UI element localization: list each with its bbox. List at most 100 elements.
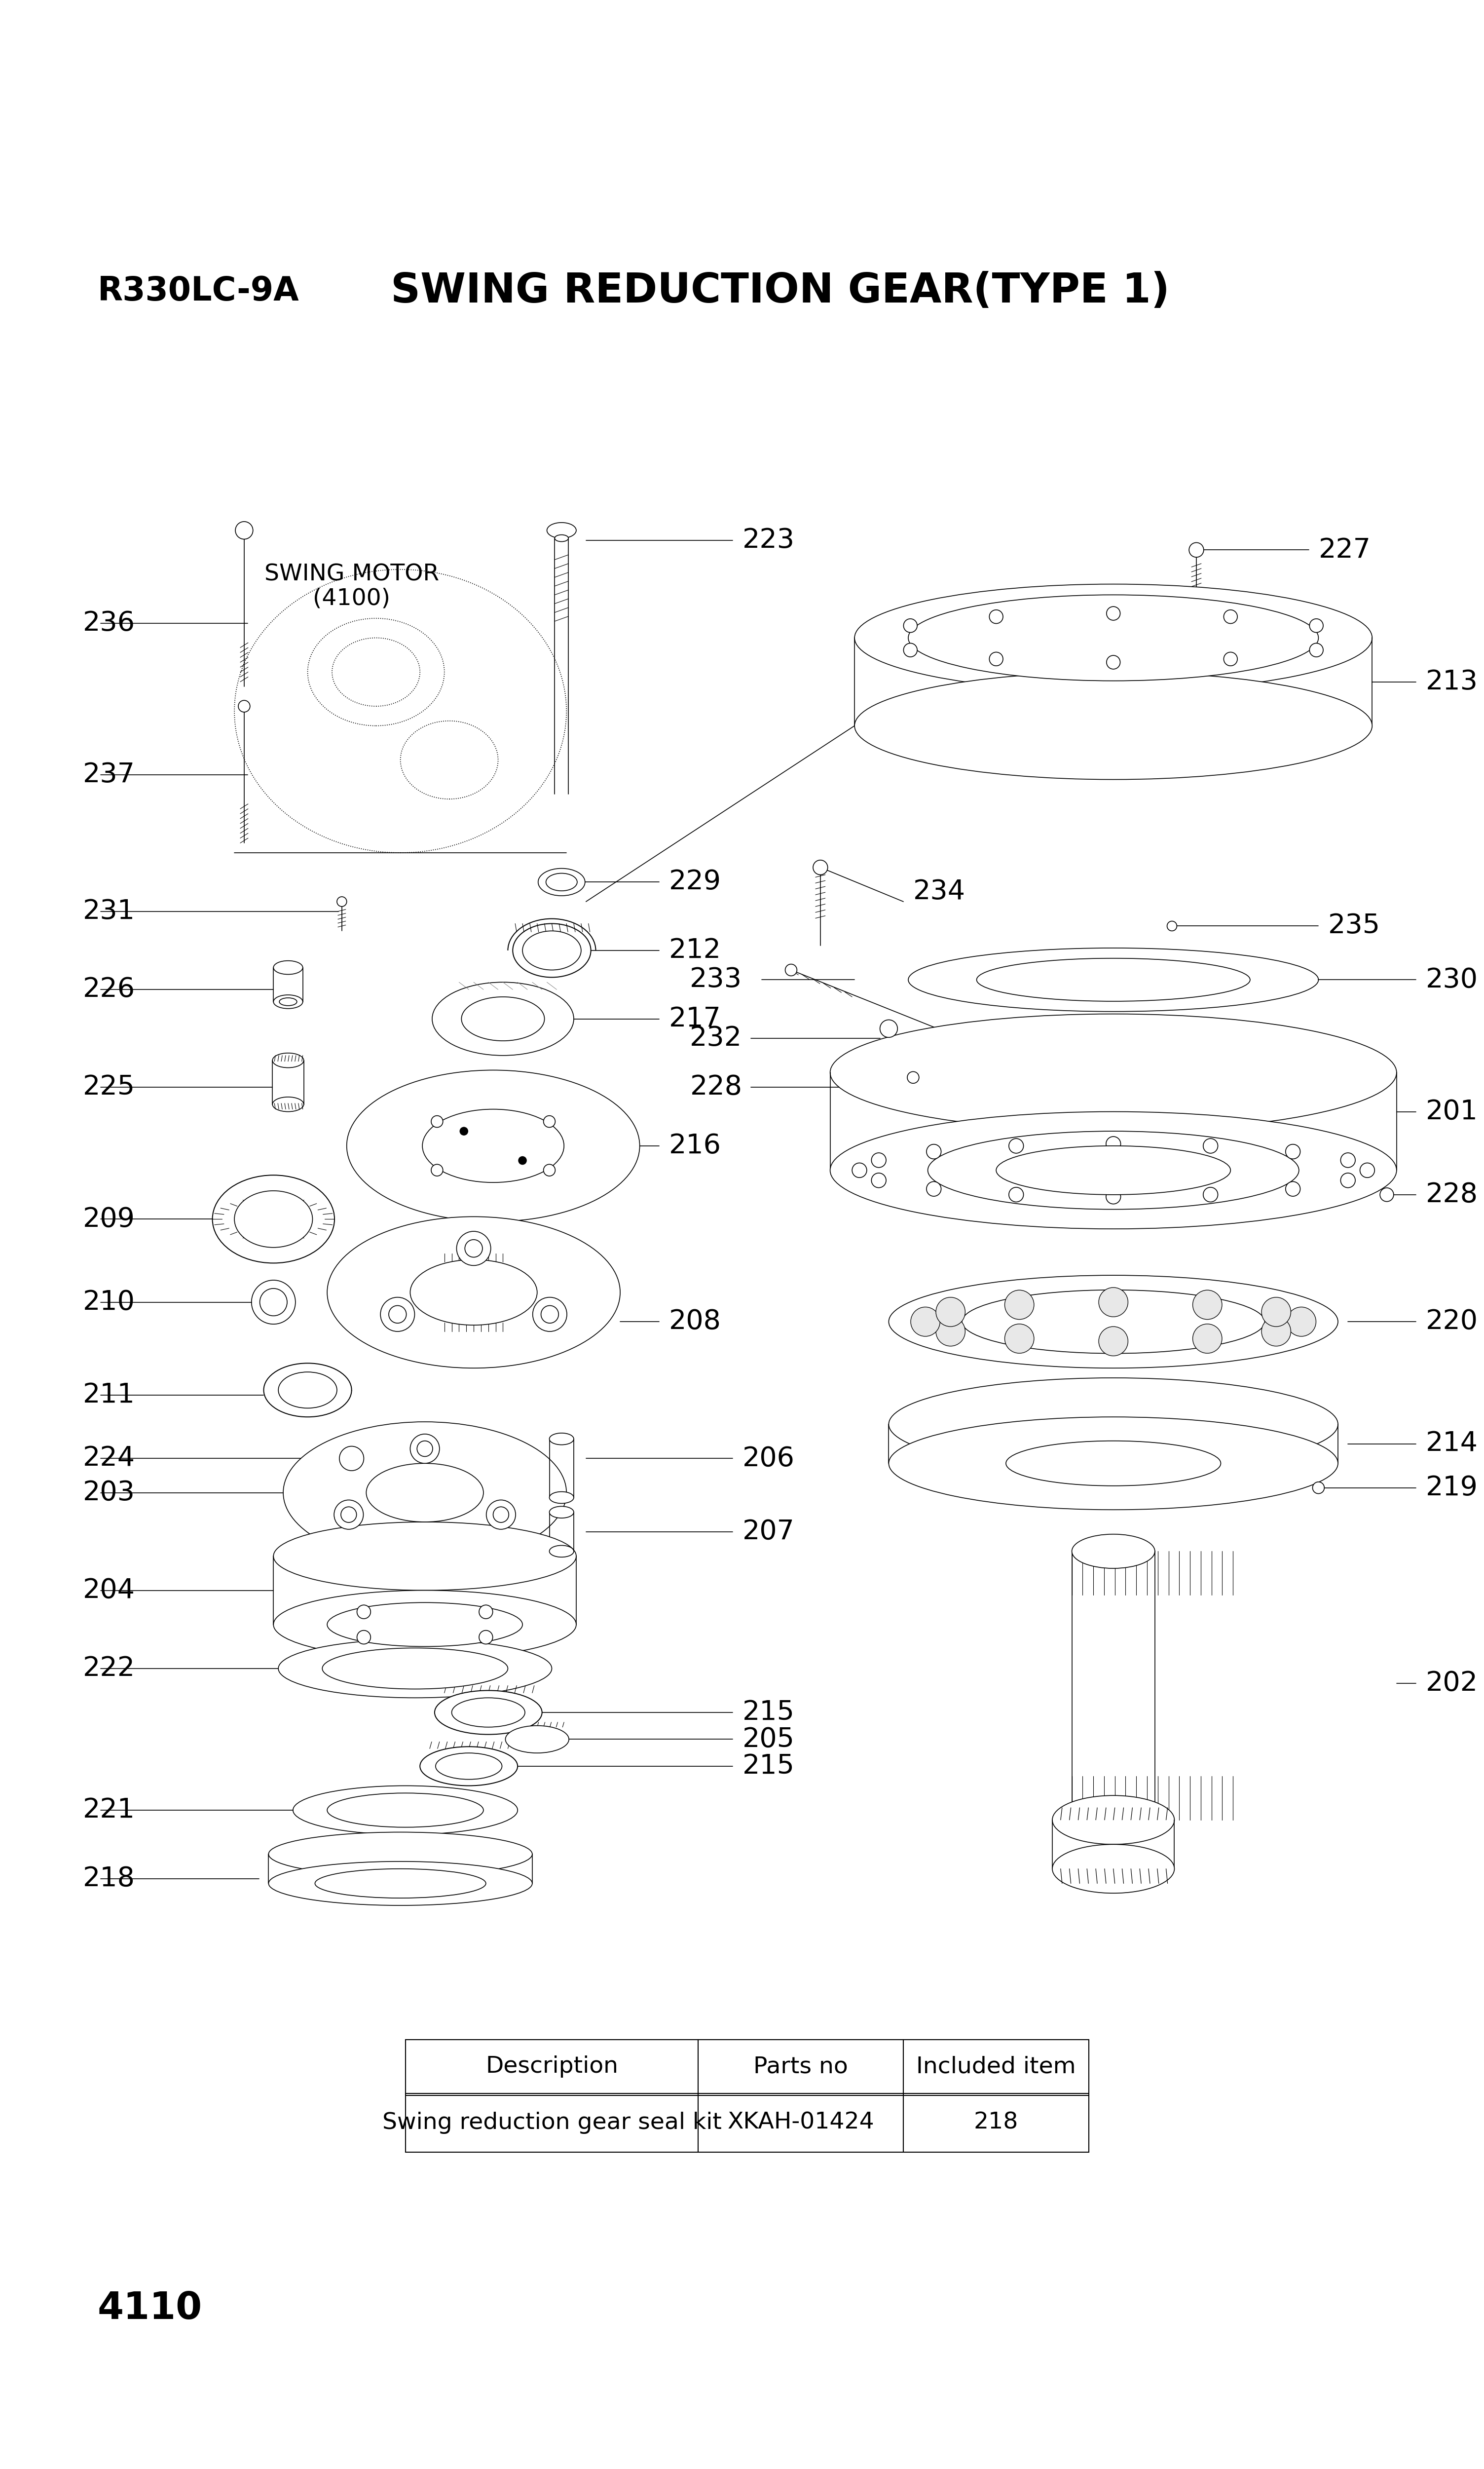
Text: Included item: Included item — [916, 2057, 1076, 2079]
Circle shape — [487, 1501, 515, 1528]
Ellipse shape — [423, 1109, 564, 1183]
Circle shape — [1098, 1286, 1128, 1316]
Ellipse shape — [273, 1521, 576, 1590]
Circle shape — [852, 1163, 867, 1178]
Circle shape — [479, 1605, 493, 1620]
Circle shape — [358, 1630, 371, 1644]
Circle shape — [1166, 921, 1177, 931]
Ellipse shape — [555, 536, 568, 541]
Circle shape — [1107, 654, 1120, 669]
Ellipse shape — [549, 1491, 574, 1504]
Ellipse shape — [283, 1422, 567, 1563]
Text: 220: 220 — [1426, 1309, 1478, 1336]
Circle shape — [1287, 1306, 1316, 1336]
Ellipse shape — [279, 1373, 337, 1407]
Text: XKAH-01424: XKAH-01424 — [727, 2111, 874, 2133]
Text: 218: 218 — [83, 1864, 135, 1891]
Circle shape — [533, 1296, 567, 1331]
Ellipse shape — [962, 1289, 1264, 1353]
Circle shape — [785, 963, 797, 975]
Text: 221: 221 — [83, 1797, 135, 1825]
Circle shape — [1285, 1183, 1300, 1197]
Circle shape — [334, 1501, 364, 1528]
Ellipse shape — [234, 1190, 313, 1247]
Ellipse shape — [326, 1602, 522, 1647]
Ellipse shape — [522, 931, 582, 970]
Text: 233: 233 — [690, 965, 742, 993]
Ellipse shape — [279, 997, 297, 1005]
Ellipse shape — [315, 1869, 485, 1899]
Circle shape — [1193, 1291, 1221, 1318]
Circle shape — [464, 1239, 482, 1257]
Circle shape — [1224, 610, 1238, 625]
Ellipse shape — [1052, 1795, 1174, 1844]
Bar — [405, 2039, 1089, 2153]
Circle shape — [907, 1072, 919, 1084]
Text: 234: 234 — [913, 879, 966, 906]
Text: SWING REDUCTION GEAR(TYPE 1): SWING REDUCTION GEAR(TYPE 1) — [390, 272, 1169, 311]
Text: 225: 225 — [83, 1074, 135, 1101]
Text: 224: 224 — [83, 1444, 135, 1472]
Text: 237: 237 — [83, 760, 135, 788]
Ellipse shape — [996, 1146, 1230, 1195]
Circle shape — [1189, 543, 1204, 558]
Ellipse shape — [908, 595, 1318, 681]
Ellipse shape — [326, 1217, 620, 1368]
Circle shape — [880, 1020, 898, 1037]
Ellipse shape — [273, 1590, 576, 1659]
Circle shape — [1359, 1163, 1374, 1178]
Ellipse shape — [513, 923, 591, 978]
Circle shape — [518, 1155, 527, 1165]
Text: 209: 209 — [83, 1205, 135, 1232]
Text: 226: 226 — [83, 975, 135, 1002]
Circle shape — [904, 644, 917, 657]
Ellipse shape — [279, 1639, 552, 1699]
Circle shape — [457, 1232, 491, 1267]
Circle shape — [1224, 652, 1238, 667]
Text: (4100): (4100) — [313, 588, 390, 610]
Ellipse shape — [928, 1131, 1298, 1210]
Ellipse shape — [322, 1647, 508, 1689]
Ellipse shape — [1006, 1442, 1221, 1486]
Text: 222: 222 — [83, 1654, 135, 1681]
Text: 213: 213 — [1426, 669, 1478, 696]
Circle shape — [1340, 1153, 1355, 1168]
Text: 231: 231 — [83, 899, 135, 926]
Ellipse shape — [269, 1832, 533, 1876]
Circle shape — [911, 1306, 939, 1336]
Circle shape — [1309, 620, 1324, 632]
Ellipse shape — [436, 1753, 502, 1780]
Ellipse shape — [855, 672, 1373, 780]
Circle shape — [1204, 1188, 1218, 1202]
Circle shape — [380, 1296, 414, 1331]
Circle shape — [543, 1116, 555, 1128]
Ellipse shape — [549, 1506, 574, 1518]
Ellipse shape — [420, 1746, 518, 1785]
Circle shape — [1009, 1138, 1024, 1153]
Text: 202: 202 — [1426, 1669, 1478, 1696]
Circle shape — [460, 1128, 467, 1136]
Circle shape — [926, 1183, 941, 1197]
Text: 208: 208 — [669, 1309, 721, 1336]
Text: Swing reduction gear seal kit: Swing reduction gear seal kit — [381, 2111, 721, 2133]
Circle shape — [410, 1434, 439, 1464]
Text: 205: 205 — [742, 1726, 794, 1753]
Ellipse shape — [451, 1699, 525, 1728]
Ellipse shape — [292, 1785, 518, 1834]
Text: 230: 230 — [1426, 965, 1478, 993]
Text: 217: 217 — [669, 1005, 721, 1032]
Text: 4110: 4110 — [98, 2291, 202, 2326]
Ellipse shape — [889, 1378, 1339, 1472]
Text: 215: 215 — [742, 1753, 794, 1780]
Ellipse shape — [889, 1417, 1339, 1509]
Circle shape — [543, 1165, 555, 1175]
Circle shape — [1380, 1188, 1393, 1202]
Circle shape — [417, 1442, 433, 1457]
Ellipse shape — [548, 523, 576, 538]
Circle shape — [493, 1506, 509, 1523]
Circle shape — [1285, 1143, 1300, 1158]
Circle shape — [358, 1605, 371, 1620]
Ellipse shape — [273, 1054, 304, 1067]
Text: 201: 201 — [1426, 1099, 1478, 1126]
Text: 218: 218 — [974, 2111, 1018, 2133]
